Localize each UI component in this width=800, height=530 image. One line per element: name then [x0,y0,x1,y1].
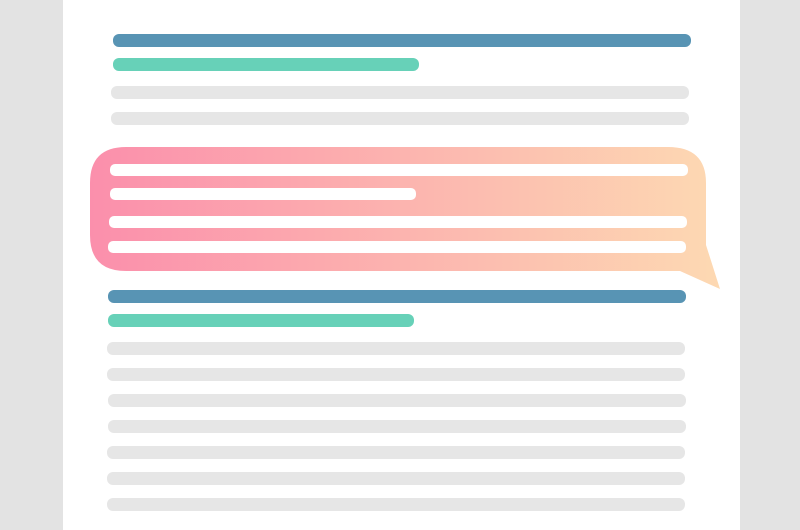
section-2-text-line [107,498,685,511]
section-2-text-line [107,472,685,485]
section-2-text-line [108,394,686,407]
callout-text-line [110,164,688,176]
section-2-text-line [107,342,685,355]
section-1-title-placeholder [113,34,691,47]
section-1-subtitle-placeholder [113,58,419,71]
section-1-text-line [111,86,689,99]
section-2-text-line [107,446,685,459]
callout-text-line [109,216,687,228]
callout-text-line [110,188,416,200]
section-2-text-line [108,420,686,433]
callout-text-line [108,241,686,253]
section-1-text-line [111,112,689,125]
section-2-title-placeholder [108,290,686,303]
section-2-subtitle-placeholder [108,314,414,327]
section-2-text-line [107,368,685,381]
